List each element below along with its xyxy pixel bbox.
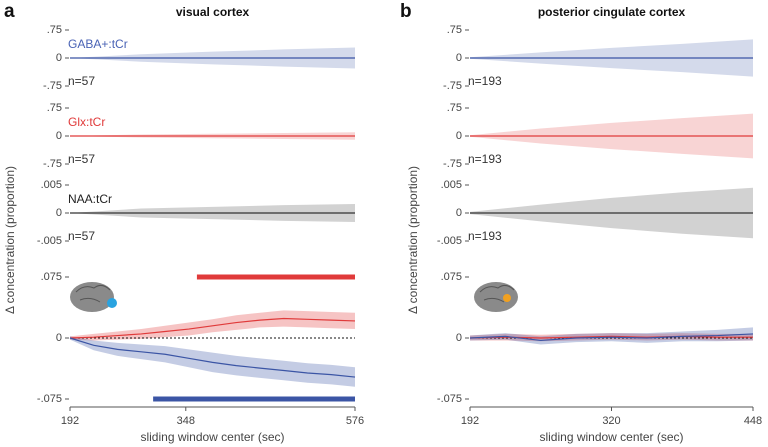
panel-title: posterior cingulate cortex [538, 5, 686, 19]
measure-label: NAA:tCr [68, 192, 112, 206]
brain-icon [474, 282, 518, 312]
y-tick-label: 0 [456, 332, 462, 344]
y-tick-label: 0 [56, 130, 62, 142]
y-tick-label: .005 [41, 179, 62, 191]
mean-line [469, 333, 754, 342]
x-tick-label: 192 [61, 415, 79, 427]
y-tick-label: .075 [441, 271, 462, 283]
y-tick-label: .005 [441, 179, 462, 191]
brain-icon [70, 282, 117, 312]
y-tick-label: .75 [47, 24, 62, 36]
x-axis-label: sliding window center (sec) [140, 430, 284, 444]
y-tick-label: .75 [47, 102, 62, 114]
y-tick-label: -.075 [437, 393, 462, 405]
x-tick-label: 192 [461, 415, 479, 427]
measure-label: Glx:tCr [68, 115, 105, 129]
y-tick-label: 0 [456, 207, 462, 219]
y-tick-label: -.005 [37, 235, 62, 247]
y-tick-label: 0 [56, 332, 62, 344]
y-tick-label: .075 [41, 271, 62, 283]
x-tick-label: 448 [744, 415, 762, 427]
measure-label: GABA+:tCr [68, 37, 128, 51]
x-tick-label: 576 [346, 415, 364, 427]
y-tick-label: 0 [56, 207, 62, 219]
mean-line [69, 337, 356, 378]
n-label: n=193 [468, 229, 502, 243]
error-band [70, 336, 355, 387]
y-tick-label: -.75 [443, 80, 462, 92]
y-tick-label: -.005 [437, 235, 462, 247]
panel-title: visual cortex [176, 5, 250, 19]
y-tick-label: .75 [447, 102, 462, 114]
x-tick-label: 320 [602, 415, 620, 427]
panel-letter: b [400, 1, 412, 22]
n-label: n=57 [68, 229, 95, 243]
y-tick-label: 0 [56, 52, 62, 64]
y-tick-label: -.75 [43, 158, 62, 170]
y-tick-label: 0 [456, 130, 462, 142]
y-tick-label: .75 [447, 24, 462, 36]
y-axis-label: Δ concentration (proportion) [3, 166, 17, 314]
n-label: n=193 [468, 152, 502, 166]
y-tick-label: -.75 [43, 80, 62, 92]
n-label: n=57 [68, 74, 95, 88]
significance-bar [153, 396, 355, 402]
panel-letter: a [4, 1, 15, 22]
significance-bar [196, 274, 355, 280]
y-tick-label: -.75 [443, 158, 462, 170]
n-label: n=57 [68, 152, 95, 166]
y-axis-label: Δ concentration (proportion) [406, 166, 420, 314]
x-tick-label: 348 [177, 415, 195, 427]
x-axis-label: sliding window center (sec) [539, 430, 683, 444]
y-tick-label: -.075 [37, 393, 62, 405]
n-label: n=193 [468, 74, 502, 88]
mean-line [69, 317, 356, 339]
y-tick-label: 0 [456, 52, 462, 64]
